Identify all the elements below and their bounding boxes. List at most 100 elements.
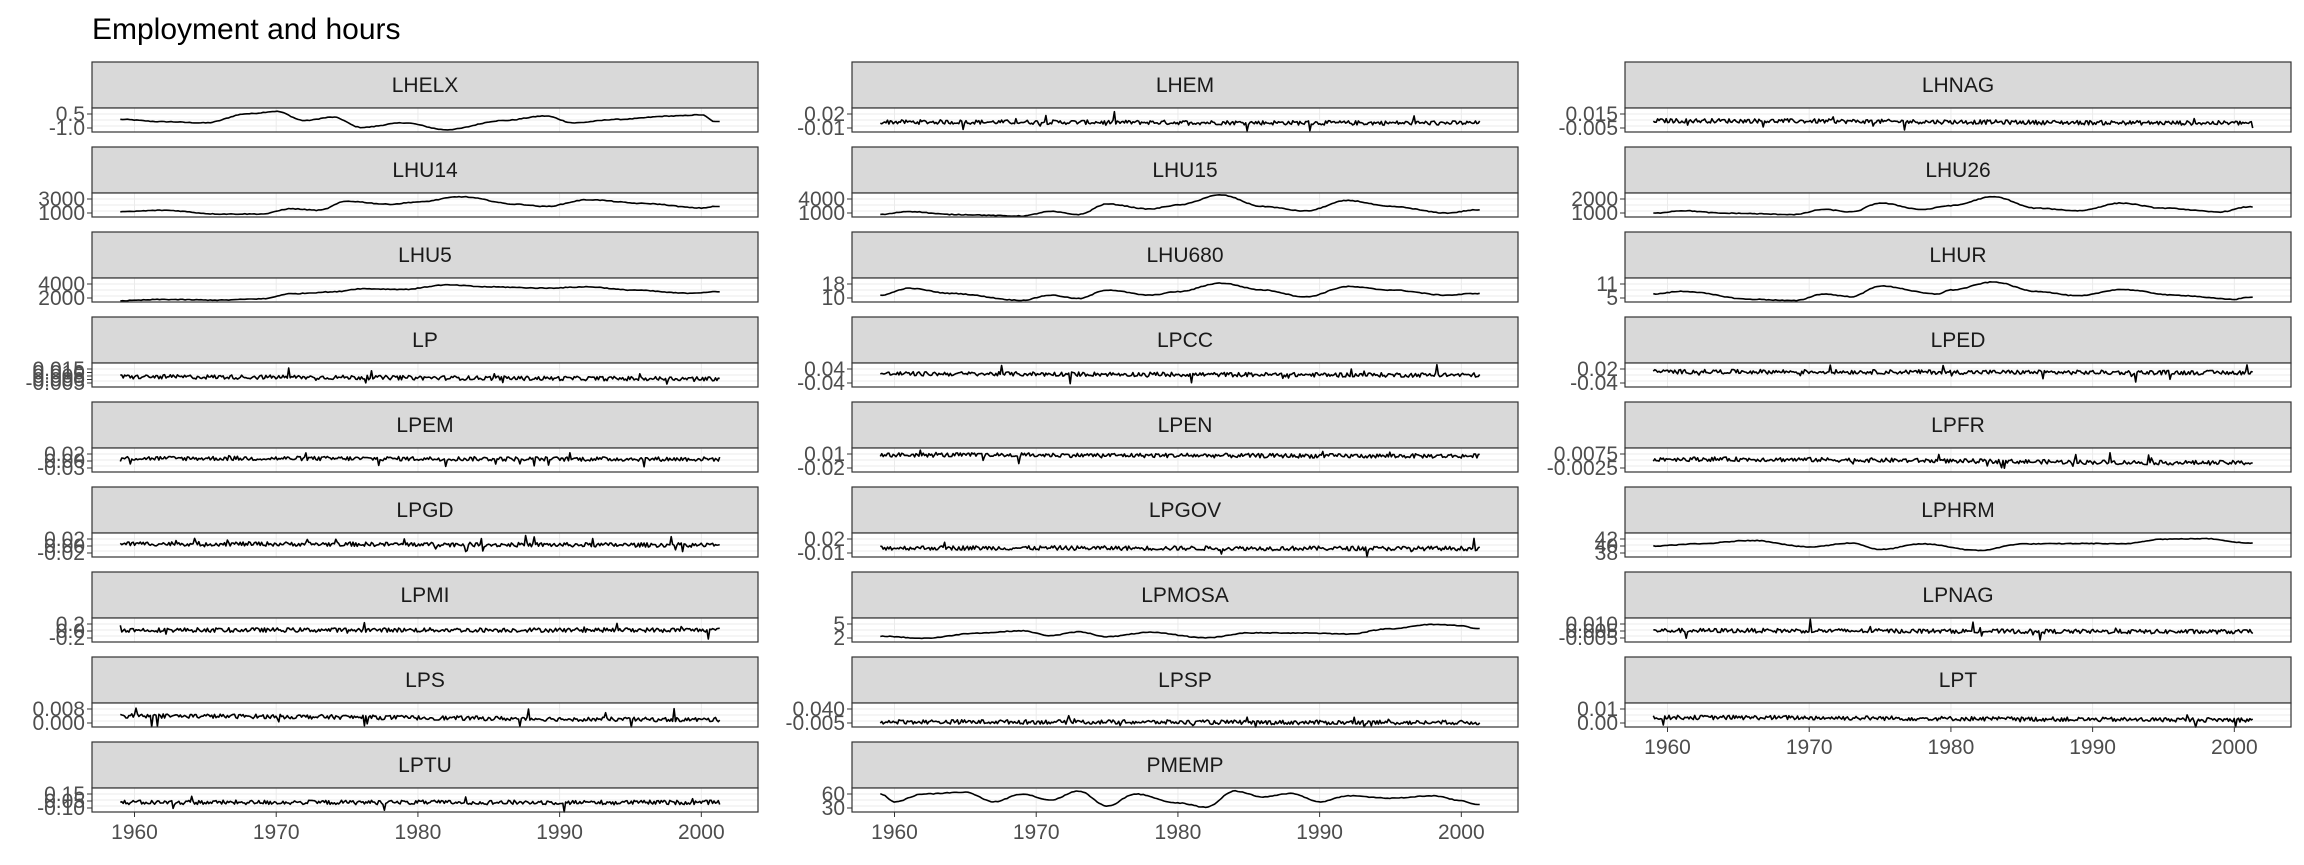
series-line-lpmosa bbox=[880, 623, 1480, 640]
panel-border-lps bbox=[91, 702, 759, 728]
strip-lpgd bbox=[91, 486, 759, 534]
facet-lhelx: LHELX 0.5-1.0 bbox=[49, 61, 759, 140]
series-line-lhelx bbox=[120, 110, 720, 131]
x-tick-label: 2000 bbox=[1438, 821, 1485, 844]
y-tick-label-lhu26: 2000 bbox=[1571, 188, 1618, 211]
strip-pmemp bbox=[851, 741, 1519, 789]
panel-border-lhem bbox=[851, 107, 1519, 133]
strip-label-lpem: LPEM bbox=[396, 414, 453, 437]
y-tick-label-lpem: 0.02 bbox=[44, 443, 85, 466]
strip-lhu15 bbox=[851, 146, 1519, 194]
x-tick-label: 1970 bbox=[253, 821, 300, 844]
series-line-lpt bbox=[1652, 714, 2254, 728]
strip-lhelx bbox=[91, 61, 759, 109]
x-tick-label: 1960 bbox=[1644, 736, 1691, 759]
y-tick-label-lpmosa: 2 bbox=[833, 627, 845, 650]
strip-label-lhnag: LHNAG bbox=[1922, 74, 1994, 97]
panel-border-lpsp bbox=[851, 702, 1519, 728]
series-line-lhu26 bbox=[1653, 195, 2253, 216]
y-tick-label-lphrm: 42 bbox=[1595, 528, 1618, 551]
series-line-lpcc bbox=[880, 363, 1481, 385]
y-tick-label-lpmosa: 5 bbox=[833, 613, 845, 636]
strip-label-lhu15: LHU15 bbox=[1152, 159, 1217, 182]
series-line-lp bbox=[120, 367, 720, 385]
y-tick-label-lpsp: 0.040 bbox=[792, 698, 845, 721]
strip-label-lpsp: LPSP bbox=[1158, 669, 1212, 692]
series-line-lhu14 bbox=[120, 195, 720, 216]
x-axis-col-2: 1960 1970 1980 1990 2000 bbox=[871, 812, 1485, 844]
strip-label-lhelx: LHELX bbox=[392, 74, 459, 97]
y-tick-label-lpsp: -0.005 bbox=[785, 712, 845, 735]
y-tick-label-lpt: 0.01 bbox=[1577, 698, 1618, 721]
x-axis-col-1: 1960 1970 1980 1990 2000 bbox=[111, 812, 725, 844]
y-tick-label-lhu5: 2000 bbox=[38, 287, 85, 310]
y-tick-label-lhu15: 4000 bbox=[798, 188, 845, 211]
panel-border-lpfr bbox=[1624, 447, 2292, 473]
series-line-lpen bbox=[879, 449, 1480, 465]
series-line-lhem bbox=[880, 110, 1481, 132]
x-axis-col-3: 1960 1970 1980 1990 2000 bbox=[1644, 727, 2258, 759]
facet-lpsp: LPSP 0.040-0.005 bbox=[785, 656, 1519, 735]
y-tick-label-lpmi: 0.2 bbox=[56, 613, 85, 636]
strip-label-lptu: LPTU bbox=[398, 754, 452, 777]
y-tick-label-lptu: 0.15 bbox=[44, 783, 85, 806]
panel-border-lpcc bbox=[851, 362, 1519, 388]
strip-lpfr bbox=[1624, 401, 2292, 449]
y-tick-label-lpnag: 0.005 bbox=[1565, 620, 1618, 643]
y-tick-label-lhu680: 10 bbox=[822, 287, 845, 310]
y-tick-label-lp: 0.010 bbox=[32, 362, 85, 385]
x-tick-label: 1960 bbox=[111, 821, 158, 844]
y-tick-label-lpgd: -0.02 bbox=[37, 542, 85, 565]
y-tick-label-lped: 0.02 bbox=[1577, 358, 1618, 381]
y-tick-label-lp: -0.005 bbox=[25, 372, 85, 395]
strip-label-lpmosa: LPMOSA bbox=[1141, 584, 1229, 607]
strip-label-lhu5: LHU5 bbox=[398, 244, 452, 267]
x-tick-label: 2000 bbox=[2211, 736, 2258, 759]
strip-label-lhu26: LHU26 bbox=[1925, 159, 1990, 182]
panel-border-lpgov bbox=[851, 532, 1519, 558]
x-tick-label: 1980 bbox=[1155, 821, 1202, 844]
panel-border-lpmi bbox=[91, 617, 759, 643]
y-tick-label-lhelx: 0.5 bbox=[56, 103, 85, 126]
facet-lped: LPED 0.02-0.04 bbox=[1570, 316, 2292, 395]
series-line-pmemp bbox=[879, 789, 1480, 809]
strip-lpt bbox=[1624, 656, 2292, 704]
y-tick-label-lpnag: -0.005 bbox=[1558, 627, 1618, 650]
y-tick-label-lhu5: 4000 bbox=[38, 273, 85, 296]
strip-label-lhu680: LHU680 bbox=[1146, 244, 1223, 267]
strip-label-lpt: LPT bbox=[1939, 669, 1978, 692]
series-line-lpsp bbox=[879, 714, 1481, 728]
x-tick-label: 1960 bbox=[871, 821, 918, 844]
strip-label-lhur: LHUR bbox=[1929, 244, 1986, 267]
strip-lpgov bbox=[851, 486, 1519, 534]
strip-lpmi bbox=[91, 571, 759, 619]
panel-border-lhu14 bbox=[91, 192, 759, 218]
x-tick-label: 2000 bbox=[678, 821, 725, 844]
y-tick-label-lp: 0.005 bbox=[32, 365, 85, 388]
strip-label-lp: LP bbox=[412, 329, 438, 352]
y-tick-label-lhu26: 1000 bbox=[1571, 202, 1618, 225]
strip-label-lpfr: LPFR bbox=[1931, 414, 1985, 437]
series-line-lps bbox=[120, 707, 721, 728]
y-tick-label-lhem: -0.01 bbox=[797, 117, 845, 140]
y-tick-label-lhu680: 18 bbox=[822, 273, 845, 296]
y-tick-label-lhnag: 0.015 bbox=[1565, 103, 1618, 126]
y-tick-label-lpgd: 0.02 bbox=[44, 528, 85, 551]
x-tick-label: 1980 bbox=[1928, 736, 1975, 759]
panel-border-lhu26 bbox=[1624, 192, 2292, 218]
strip-lphrm bbox=[1624, 486, 2292, 534]
y-tick-label-lpgov: -0.01 bbox=[797, 542, 845, 565]
panel-border-lp bbox=[91, 362, 759, 388]
strip-lpmosa bbox=[851, 571, 1519, 619]
series-line-lhur bbox=[1653, 281, 2253, 302]
strip-label-lps: LPS bbox=[405, 669, 445, 692]
facet-panels: LHELX0.5-1.0LHEM0.02-0.01LHNAG0.015-0.00… bbox=[25, 61, 2292, 844]
strip-lhu5 bbox=[91, 231, 759, 279]
y-tick-label-lpt: 0.00 bbox=[1577, 712, 1618, 735]
y-tick-label-lp: 0.015 bbox=[32, 358, 85, 381]
